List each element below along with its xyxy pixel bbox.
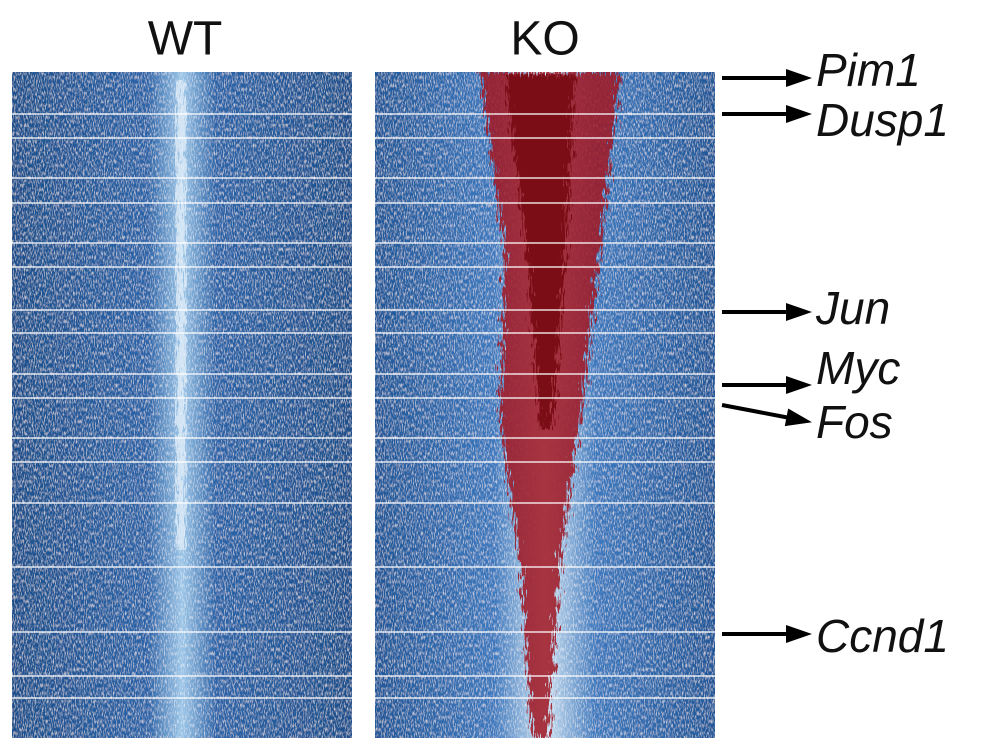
signal-streak — [176, 80, 186, 550]
ko-heatmap — [375, 72, 715, 738]
arrow-shaft — [722, 405, 790, 418]
arrow-head — [786, 303, 812, 321]
arrow-head — [786, 69, 812, 87]
gene-label: Jun — [815, 282, 890, 334]
gene-label: Dusp1 — [816, 94, 949, 146]
arrow-head — [785, 408, 812, 426]
arrow-head — [786, 625, 812, 643]
panel-title: KO — [510, 13, 579, 66]
gene-label: Pim1 — [816, 44, 921, 96]
gene-label: Ccnd1 — [816, 610, 949, 662]
figure: WT KO Pim1Dusp1 Jun MycFos Ccnd1 — [0, 0, 998, 740]
gene-label: Fos — [816, 396, 893, 448]
panel-title: WT — [148, 13, 223, 66]
wt-heatmap — [12, 72, 352, 738]
gene-label: Myc — [816, 342, 900, 394]
arrow-head — [786, 376, 812, 394]
arrow-head — [786, 105, 812, 123]
